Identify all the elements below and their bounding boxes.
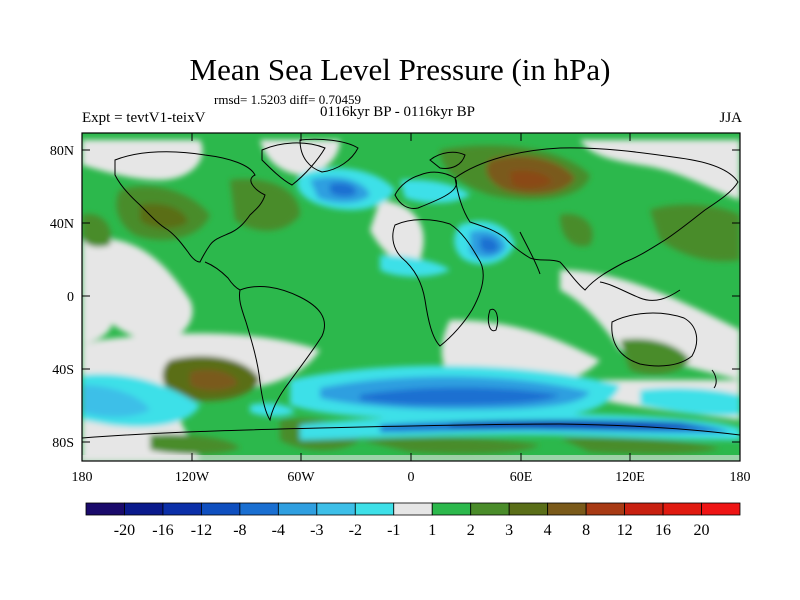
colorbar-label: -4 [272,522,285,539]
colorbar-swatch [508,502,549,516]
lat-axis: 80N 40N 0 40S 80S [50,144,740,451]
lon-label-180e: 180 [730,470,751,485]
colorbar-swatch [547,502,587,516]
lon-label-60e: 60E [510,470,533,485]
colorbar-label: -3 [310,522,323,539]
lon-axis: 180 120W 60W 0 60E 120E 180 [72,133,751,485]
colorbar-swatch [431,502,472,516]
map-title: Mean Sea Level Pressure (in hPa) [189,52,611,87]
colorbar-label: 4 [544,522,552,539]
lon-label-120w: 120W [175,470,210,485]
colorbar-swatch [277,502,318,516]
colorbar-label: 1 [428,522,436,539]
colorbar-swatch [316,502,356,516]
colorbar-label: 12 [617,522,633,539]
season-label: JJA [719,110,742,126]
colorbar-swatch [162,502,202,516]
colorbar-label: -20 [114,522,135,539]
colorbar-label: -2 [349,522,362,539]
colorbar-swatch [201,502,241,516]
colorbar-swatch [701,502,741,516]
lat-label-0: 0 [67,290,74,305]
colorbar-swatch [239,502,279,516]
stats-line: rmsd= 1.5203 diff= 0.70459 [214,92,361,107]
lon-label-0: 0 [408,470,415,485]
colorbar: -20 -16 -12 -8 -4 -3 -2 -1 1 2 3 4 8 12 16 20 [85,502,741,539]
colorbar-swatch [85,502,125,516]
colorbar-label: 20 [694,522,710,539]
colorbar-label: -12 [191,522,212,539]
colorbar-label: -16 [152,522,173,539]
colorbar-swatch [354,502,395,516]
colorbar-label: 3 [505,522,513,539]
colorbar-label: -8 [233,522,246,539]
period-label: 0116kyr BP - 0116kyr BP [320,104,476,120]
colorbar-label: -1 [387,522,400,539]
colorbar-label: 16 [655,522,671,539]
contour-fields [82,133,740,461]
lat-label-80s: 80S [52,436,74,451]
colorbar-label: 2 [467,522,475,539]
colorbar-swatch [585,502,625,516]
lon-label-120e: 120E [615,470,645,485]
lon-label-180w: 180 [72,470,93,485]
colorbar-swatch [624,502,664,516]
lat-label-40n: 40N [50,217,74,232]
colorbar-swatch [393,502,433,516]
colorbar-swatch [470,502,510,516]
experiment-label: Expt = tevtV1-teixV [82,110,206,126]
colorbar-label: 8 [582,522,590,539]
lat-label-40s: 40S [52,363,74,378]
lon-label-60w: 60W [287,470,315,485]
colorbar-swatch [124,502,164,516]
coastlines [82,138,740,439]
colorbar-swatch [662,502,702,516]
lat-label-80n: 80N [50,144,74,159]
